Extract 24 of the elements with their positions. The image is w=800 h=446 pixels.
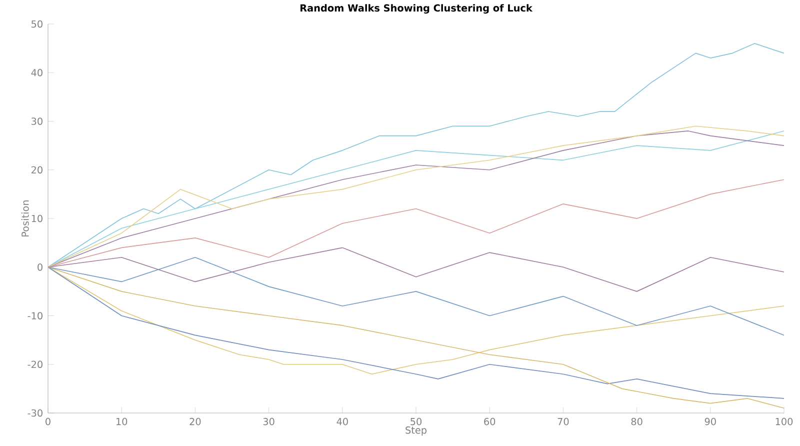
- y-tick-label: -20: [28, 360, 42, 368]
- x-tick-label: 0: [46, 418, 50, 426]
- y-tick-label: 50: [32, 20, 42, 28]
- y-tick-label: 20: [32, 166, 42, 174]
- x-tick-label: 60: [484, 418, 496, 426]
- x-tick-label: 90: [704, 418, 716, 426]
- chart-title: Random Walks Showing Clustering of Luck: [300, 4, 533, 14]
- line-series: [48, 179, 784, 268]
- x-tick-label: 80: [631, 418, 642, 426]
- x-axis-title: Step: [406, 426, 427, 436]
- x-tick-label: 70: [558, 418, 569, 426]
- x-tick-label: 10: [116, 418, 128, 426]
- x-tick-label: 20: [190, 418, 201, 426]
- x-tick-label: 30: [263, 418, 274, 426]
- x-tick-label: 100: [776, 418, 793, 426]
- y-tick-label: -30: [28, 409, 42, 417]
- x-tick-label: 40: [336, 418, 348, 426]
- y-tick-label: 0: [38, 263, 42, 271]
- y-axis-title: Position: [21, 200, 29, 236]
- y-tick-label: -10: [28, 312, 42, 320]
- y-tick-label: 40: [31, 68, 42, 76]
- y-tick-label: 30: [32, 118, 42, 125]
- x-tick-label: 50: [410, 418, 422, 426]
- y-tick-label: 10: [32, 214, 42, 222]
